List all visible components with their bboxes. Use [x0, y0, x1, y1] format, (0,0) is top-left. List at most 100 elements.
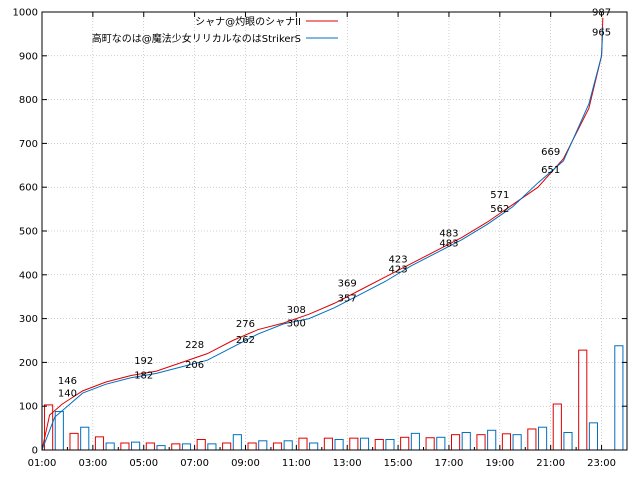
legend: シャナ@灼眼のシャナII 高町なのは@魔法少女リリカルなのはStrikerS [92, 15, 338, 45]
bar-nanoha [131, 441, 141, 451]
x-tick-label: 05:00 [129, 458, 158, 469]
bar-nanoha [156, 445, 166, 451]
gridlines [42, 12, 627, 450]
bar-shana [171, 443, 181, 451]
bar-shana [501, 433, 512, 451]
bar-shana [298, 437, 308, 451]
data-label: 206 [185, 360, 204, 371]
x-tick-label: 17:00 [435, 458, 464, 469]
bar-nanoha [258, 440, 268, 451]
data-label: 146 [58, 376, 77, 387]
line-nanoha [41, 27, 604, 451]
x-tick-label: 19:00 [485, 458, 514, 469]
y-tick-label: 900 [19, 51, 38, 62]
bar-nanoha [487, 429, 497, 451]
data-labels: 1461922282763083694234835716699871401822… [58, 8, 611, 400]
data-label: 483 [439, 238, 458, 249]
y-tick-label: 500 [19, 227, 38, 238]
bar-nanoha [80, 426, 90, 451]
y-tick-label: 600 [19, 183, 38, 194]
legend-label-shana: シャナ@灼眼のシャナII [195, 15, 301, 28]
x-tick-label: 03:00 [78, 458, 107, 469]
data-label: 369 [338, 278, 357, 289]
bar-series [44, 345, 624, 451]
x-tick-label: 09:00 [231, 458, 260, 469]
bar-nanoha [181, 443, 192, 451]
x-tick-label: 23:00 [587, 458, 616, 469]
bar-nanoha [207, 443, 217, 451]
y-tick-label: 1000 [13, 8, 38, 19]
bar-shana [44, 404, 54, 451]
bar-nanoha [588, 422, 598, 451]
data-label: 276 [236, 319, 255, 330]
bar-shana [578, 349, 588, 451]
data-label: 192 [134, 356, 153, 367]
data-label: 965 [592, 27, 611, 38]
bar-shana [425, 437, 435, 451]
x-tick-label: 13:00 [333, 458, 362, 469]
y-tick-label: 800 [19, 95, 38, 106]
x-tick-label: 21:00 [536, 458, 565, 469]
y-tick-label: 200 [19, 358, 38, 369]
data-label: 308 [287, 305, 306, 316]
y-tick-label: 700 [19, 139, 38, 150]
bar-nanoha [309, 442, 319, 451]
data-label: 423 [389, 265, 408, 276]
bar-nanoha [614, 345, 624, 451]
data-label: 423 [389, 255, 408, 266]
data-label: 228 [185, 340, 204, 351]
bar-nanoha [334, 438, 344, 451]
bar-nanoha [436, 436, 446, 451]
bar-nanoha [410, 432, 420, 451]
data-label: 140 [58, 389, 77, 400]
line-shana [41, 17, 604, 451]
bar-shana [527, 428, 537, 451]
bar-nanoha [512, 434, 522, 451]
bar-nanoha [105, 442, 115, 451]
bar-shana [451, 434, 461, 451]
line-series [41, 17, 604, 451]
bar-nanoha [461, 431, 471, 451]
bar-shana [222, 442, 232, 451]
bar-shana [476, 434, 486, 451]
y-tick-label: 400 [19, 270, 38, 281]
bar-nanoha [232, 434, 242, 451]
bar-shana [69, 432, 79, 451]
data-label: 651 [541, 165, 560, 176]
bar-shana [552, 403, 562, 451]
bar-shana [374, 438, 384, 451]
bar-nanoha [385, 438, 395, 451]
axes: 0 100 200 300 400 500 600 700 800 900 1000 01:00 03:… [13, 8, 628, 469]
data-label: 669 [541, 147, 560, 158]
bar-shana [400, 436, 410, 451]
bar-shana [323, 437, 333, 451]
x-tick-label: 11:00 [282, 458, 311, 469]
data-label: 262 [236, 335, 255, 346]
data-label: 562 [490, 204, 509, 215]
bar-nanoha [283, 440, 293, 451]
x-tick-label: 07:00 [180, 458, 209, 469]
bar-shana [145, 442, 155, 451]
bar-nanoha [359, 437, 370, 451]
bar-shana [94, 436, 105, 451]
y-tick-label: 0 [32, 446, 38, 457]
data-label: 300 [287, 319, 306, 330]
bar-shana [247, 442, 257, 451]
plot-frame [41, 11, 628, 451]
data-label: 357 [338, 294, 357, 305]
bar-shana [272, 442, 283, 451]
legend-label-nanoha: 高町なのは@魔法少女リリカルなのはStrikerS [92, 32, 301, 45]
data-label: 182 [134, 370, 153, 381]
x-tick-label: 15:00 [384, 458, 413, 469]
bar-nanoha [537, 426, 548, 451]
bar-nanoha [54, 410, 64, 451]
y-tick-label: 100 [19, 402, 38, 413]
y-tick-label: 300 [19, 314, 38, 325]
bar-nanoha [563, 431, 573, 451]
bar-shana [196, 438, 206, 451]
bar-shana [349, 437, 359, 451]
x-tick-label: 01:00 [28, 458, 57, 469]
data-label: 571 [490, 190, 509, 201]
data-label: 483 [439, 228, 458, 239]
